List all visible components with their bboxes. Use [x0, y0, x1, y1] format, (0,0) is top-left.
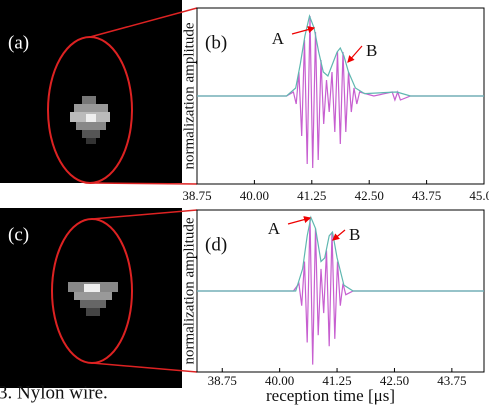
annotation: A [268, 219, 281, 238]
x-tick-label: 40.00 [265, 373, 294, 388]
image-a: (a) [0, 0, 198, 185]
signal-line [197, 13, 484, 97]
annotation-arrow [287, 216, 312, 225]
panel-label: (b) [205, 32, 227, 53]
y-axis-label: normalization amplitude [181, 217, 197, 364]
panel-label: (d) [205, 234, 227, 255]
signal-line [197, 217, 484, 365]
caption: 3. Nylon wire. [0, 382, 108, 403]
x-tick-label: 38.75 [208, 373, 237, 388]
image-label: (a) [8, 32, 29, 53]
x-tick-label: 41.25 [297, 188, 326, 203]
x-tick-label: 45.00 [469, 188, 489, 203]
image-c: (c) [0, 208, 198, 388]
annotation: A [272, 29, 285, 48]
annotation-arrow [347, 45, 363, 63]
signal-line [197, 215, 484, 292]
y-axis-label: normalization amplitude [181, 22, 197, 169]
x-tick-label: 43.75 [437, 373, 466, 388]
image-label: (c) [8, 224, 29, 245]
x-tick-label: 40.00 [240, 188, 269, 203]
x-tick-label: 43.75 [412, 188, 441, 203]
annotation: B [366, 41, 377, 60]
x-axis-label: reception time [μs] [266, 386, 395, 405]
x-tick-label: 38.75 [182, 188, 211, 203]
x-tick-label: 42.50 [380, 373, 409, 388]
x-tick-label: 41.25 [322, 373, 351, 388]
annotation-arrow [332, 229, 346, 241]
annotation: B [349, 225, 360, 244]
annotation-arrow [291, 26, 316, 35]
signal-line [197, 15, 484, 169]
x-tick-label: 42.50 [355, 188, 384, 203]
